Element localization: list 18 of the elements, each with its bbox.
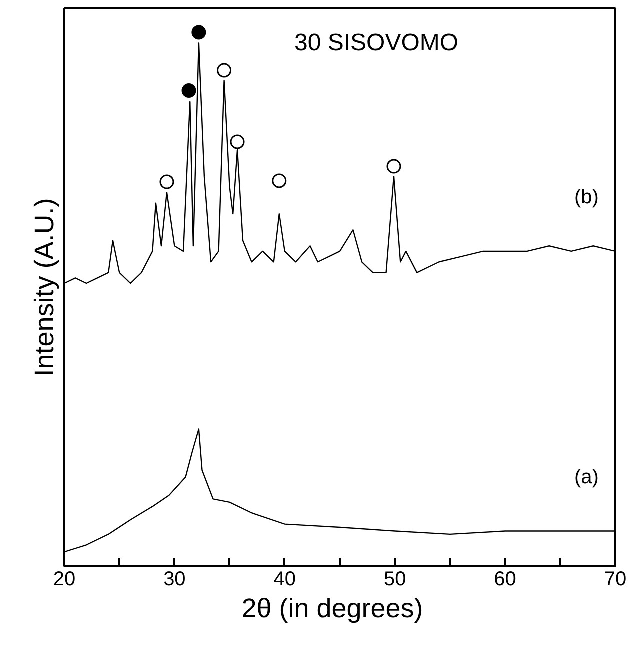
- x-tick-label: 30: [164, 568, 186, 590]
- point: [182, 83, 196, 98]
- point: [386, 159, 402, 174]
- x-tick-label: 50: [384, 568, 406, 590]
- x-tick-label: 20: [53, 568, 76, 590]
- point: [230, 134, 245, 150]
- x-tick-label: 70: [604, 568, 627, 590]
- point: [160, 174, 174, 190]
- chart-title: 30 SISOVOMO: [294, 30, 459, 56]
- x-tick-label: 60: [494, 568, 516, 590]
- text: (a): [574, 466, 599, 489]
- x-tick-label: 40: [274, 568, 296, 590]
- point: [272, 174, 287, 188]
- series-label: (b): [574, 186, 599, 209]
- point: [192, 25, 206, 40]
- y-axis-title: Intensity (A.U.): [30, 198, 60, 377]
- x-axis-title: 2θ (in degrees): [242, 594, 424, 624]
- point: [217, 63, 232, 78]
